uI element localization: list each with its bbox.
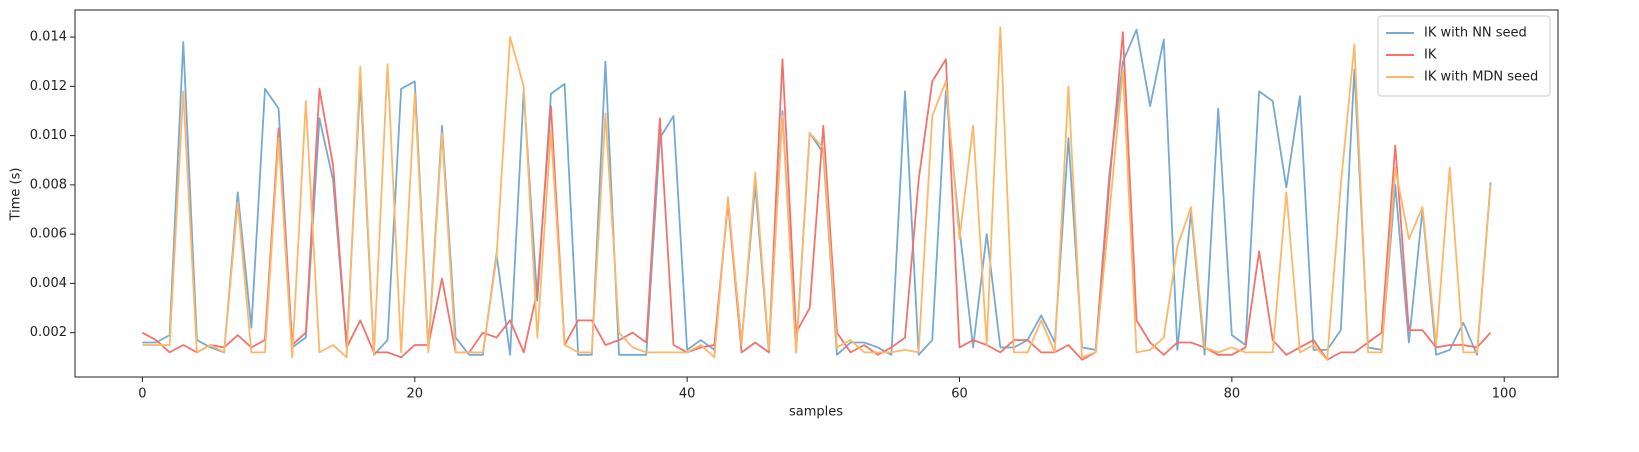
legend-label: IK with MDN seed	[1424, 70, 1538, 85]
series-line	[142, 26, 1492, 361]
y-tick-label: 0.010	[30, 128, 67, 143]
y-axis-label: Time (s)	[9, 168, 24, 222]
y-tick-label: 0.004	[30, 276, 67, 291]
y-tick-label: 0.012	[30, 79, 67, 94]
legend-label: IK with NN seed	[1424, 26, 1527, 41]
x-tick-label: 80	[1224, 387, 1241, 402]
y-tick-label: 0.002	[30, 325, 67, 340]
legend-box	[1377, 15, 1551, 97]
plot-frame	[74, 9, 1559, 378]
y-tick-label: 0.014	[30, 30, 67, 45]
series-line	[142, 28, 1492, 356]
y-tick-label: 0.006	[30, 227, 67, 242]
x-tick-label: 60	[951, 387, 968, 402]
x-tick-label: 20	[406, 387, 423, 402]
y-tick-label: 0.008	[30, 177, 67, 192]
x-tick-label: 40	[679, 387, 696, 402]
x-tick-label: 0	[138, 387, 146, 402]
legend-label: IK	[1424, 48, 1437, 63]
x-tick-label: 100	[1492, 387, 1517, 402]
series-line	[141, 31, 1492, 361]
x-axis-label: samples	[789, 405, 843, 420]
